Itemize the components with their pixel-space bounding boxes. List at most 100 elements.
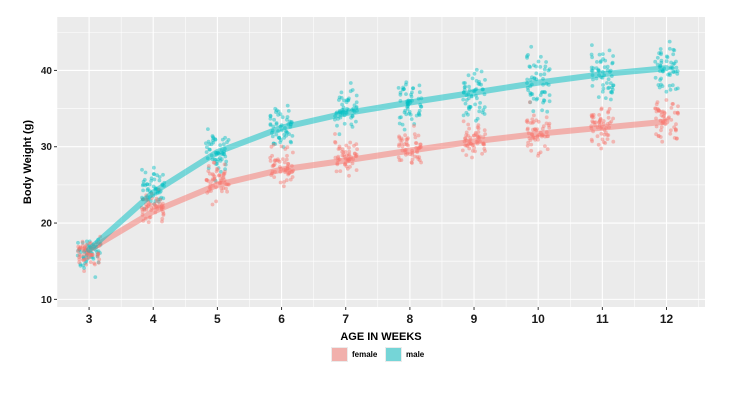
point-male bbox=[145, 182, 149, 187]
point-female bbox=[410, 157, 415, 162]
point-male bbox=[284, 133, 289, 138]
point-female bbox=[591, 120, 595, 125]
point-female bbox=[656, 108, 661, 113]
point-female bbox=[76, 249, 80, 254]
point-male bbox=[606, 77, 611, 82]
point-female bbox=[415, 155, 420, 159]
point-male bbox=[466, 112, 470, 117]
point-male bbox=[149, 176, 154, 181]
point-male bbox=[77, 247, 82, 252]
point-male bbox=[339, 96, 344, 100]
point-male bbox=[152, 172, 157, 177]
point-female bbox=[600, 137, 605, 142]
point-female bbox=[606, 110, 610, 115]
point-female bbox=[149, 202, 153, 207]
point-male bbox=[204, 141, 208, 146]
point-female bbox=[224, 186, 228, 191]
point-female bbox=[536, 153, 540, 158]
point-female bbox=[284, 157, 289, 162]
point-male bbox=[673, 69, 678, 74]
point-female bbox=[221, 186, 226, 191]
point-male bbox=[219, 157, 224, 162]
point-female bbox=[611, 139, 616, 144]
point-male bbox=[211, 138, 215, 143]
point-male bbox=[82, 248, 87, 253]
point-female bbox=[88, 260, 93, 264]
point-male bbox=[463, 81, 467, 85]
point-male bbox=[547, 67, 552, 72]
point-female bbox=[210, 179, 215, 183]
point-male bbox=[674, 65, 679, 70]
point-female bbox=[82, 245, 87, 250]
point-male bbox=[397, 115, 402, 120]
point-male bbox=[473, 102, 477, 107]
point-female bbox=[656, 108, 661, 113]
x-tick-label: 3 bbox=[86, 312, 93, 326]
trend-line-male bbox=[86, 65, 670, 253]
point-female bbox=[660, 109, 665, 114]
point-male bbox=[213, 137, 218, 142]
point-female bbox=[547, 125, 552, 130]
point-female bbox=[397, 135, 402, 140]
point-female bbox=[212, 177, 217, 182]
point-female bbox=[221, 171, 226, 176]
point-male bbox=[285, 117, 289, 122]
point-female bbox=[96, 251, 100, 256]
point-female bbox=[212, 176, 217, 181]
point-female bbox=[413, 141, 418, 145]
point-male bbox=[399, 115, 403, 120]
point-female bbox=[547, 121, 552, 126]
point-male bbox=[398, 90, 403, 95]
point-female bbox=[85, 256, 89, 260]
point-male bbox=[145, 188, 150, 193]
point-male bbox=[672, 70, 676, 74]
point-male bbox=[143, 170, 148, 175]
point-female bbox=[546, 123, 551, 128]
point-female bbox=[464, 130, 469, 135]
point-male bbox=[590, 69, 595, 73]
point-male bbox=[671, 62, 676, 67]
point-female bbox=[272, 175, 277, 180]
point-female bbox=[160, 219, 164, 224]
point-female bbox=[272, 162, 277, 166]
point-female bbox=[211, 160, 216, 165]
point-female bbox=[140, 210, 145, 214]
point-male bbox=[90, 251, 94, 256]
point-male bbox=[96, 249, 101, 254]
point-male bbox=[411, 86, 416, 91]
point-male bbox=[601, 83, 605, 87]
point-female bbox=[336, 147, 341, 151]
point-male bbox=[404, 80, 409, 85]
point-female bbox=[533, 127, 537, 131]
point-female bbox=[210, 202, 215, 207]
point-female bbox=[598, 118, 602, 123]
point-female bbox=[669, 118, 674, 122]
point-male bbox=[417, 113, 422, 117]
y-tick-label: 30 bbox=[41, 142, 53, 153]
point-male bbox=[161, 172, 165, 177]
point-female bbox=[525, 120, 530, 125]
point-male bbox=[668, 87, 673, 92]
point-female bbox=[543, 144, 547, 149]
point-female bbox=[471, 149, 475, 153]
point-female bbox=[273, 158, 277, 163]
point-male bbox=[142, 206, 147, 211]
point-male bbox=[525, 54, 529, 59]
point-female bbox=[472, 133, 476, 138]
point-female bbox=[482, 142, 487, 147]
point-female bbox=[654, 109, 659, 114]
point-female bbox=[419, 160, 423, 165]
point-female bbox=[77, 255, 81, 260]
point-female bbox=[214, 169, 219, 174]
point-female bbox=[140, 207, 145, 212]
y-tick-label: 40 bbox=[41, 66, 53, 77]
point-male bbox=[350, 114, 355, 119]
point-female bbox=[660, 139, 665, 144]
point-male bbox=[407, 109, 412, 114]
point-male bbox=[91, 257, 96, 261]
point-female bbox=[670, 102, 675, 106]
point-male bbox=[527, 64, 532, 69]
point-male bbox=[216, 157, 221, 162]
axes: 10 20 30 40 3 4 5 6 7 8 9 10 11 12 bbox=[41, 66, 674, 326]
point-male bbox=[82, 266, 86, 270]
